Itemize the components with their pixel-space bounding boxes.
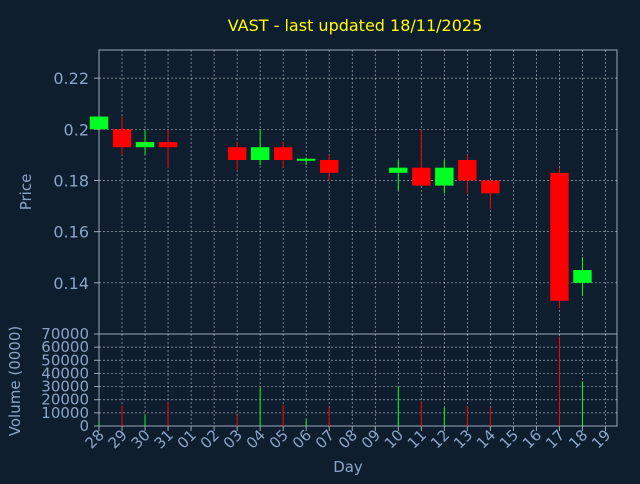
candle-body-down <box>273 147 293 161</box>
price-plot-frame <box>98 49 618 335</box>
x-tick-label: 19 <box>588 426 614 452</box>
volume-axis-label: Volume (0000) <box>6 326 24 436</box>
day-axis-label: Day <box>333 458 363 476</box>
price-axis-label: Price <box>17 174 35 211</box>
candle-body-down <box>458 160 477 181</box>
volume-plot-frame <box>98 333 618 427</box>
volume-ytick-label: 20000 <box>41 391 89 409</box>
candle-body-up <box>389 167 408 173</box>
candle-body-down <box>158 142 178 148</box>
candle-body-up <box>296 158 316 161</box>
volume-ytick-label: 30000 <box>41 378 89 396</box>
candle-body-down <box>320 160 339 173</box>
price-ytick-label: 0.14 <box>53 274 89 293</box>
price-ytick-label: 0.16 <box>53 223 89 242</box>
candle-body-down <box>227 147 247 161</box>
price-ytick-label: 0.2 <box>64 120 89 139</box>
price-ytick-label: 0.18 <box>53 171 89 190</box>
volume-ytick-label: 60000 <box>41 338 89 356</box>
candle-body-up <box>135 142 155 148</box>
price-ytick-label: 0.22 <box>53 69 89 88</box>
candle-body-down <box>481 180 500 194</box>
price-panel: 0.14 0.16 0.18 0.2 0.22 <box>53 49 618 335</box>
volume-ytick-label: 50000 <box>41 351 89 369</box>
candle-body-up <box>250 147 270 161</box>
volume-ytick-label: 40000 <box>41 364 89 382</box>
volume-ytick-label: 10000 <box>41 404 89 422</box>
volume-ytick-label: 0 <box>79 417 89 435</box>
x-axis-ticks: 2829303101020304050607080910111213141516… <box>82 426 614 452</box>
candle-body-up <box>89 116 109 130</box>
chart-title: VAST - last updated 18/11/2025 <box>228 16 483 35</box>
candle-body-down <box>412 167 431 186</box>
volume-ytick-label: 70000 <box>41 325 89 343</box>
candle-body-down <box>112 129 132 148</box>
candle-body-down <box>550 172 569 301</box>
candle-body-up <box>573 270 592 283</box>
candle-body-up <box>435 167 454 186</box>
